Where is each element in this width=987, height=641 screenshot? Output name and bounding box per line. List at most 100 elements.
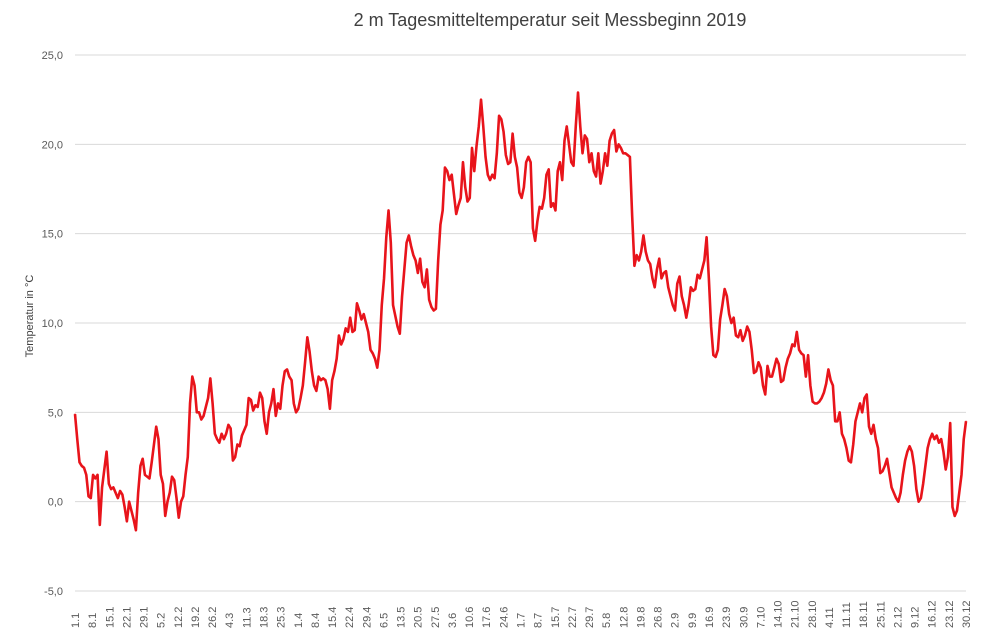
x-tick-label: 15.7 — [550, 607, 562, 628]
data-point — [701, 268, 703, 270]
data-point — [789, 352, 791, 354]
data-point — [322, 377, 324, 379]
data-point — [879, 472, 881, 474]
data-point — [263, 420, 266, 422]
data-point — [572, 165, 575, 167]
data-point — [92, 474, 94, 476]
data-point — [175, 497, 178, 499]
data-point — [227, 424, 229, 426]
y-tick-label: 0,0 — [48, 497, 63, 509]
y-tick-label: 25,0 — [42, 50, 63, 62]
data-point — [430, 306, 432, 308]
x-tick-label: 6.5 — [378, 613, 390, 628]
data-point — [327, 388, 329, 390]
data-point — [403, 268, 405, 270]
data-point — [936, 434, 938, 437]
data-point — [94, 477, 96, 480]
data-point — [613, 129, 615, 131]
data-point — [924, 465, 927, 467]
data-point — [381, 304, 383, 306]
data-point — [286, 368, 288, 371]
data-point — [940, 438, 942, 440]
data-point — [207, 397, 209, 399]
data-point — [439, 224, 442, 226]
data-point — [324, 379, 326, 381]
data-point — [442, 209, 444, 212]
data-point — [130, 510, 132, 512]
data-point — [383, 277, 385, 279]
x-tick-label: 22.7 — [567, 607, 579, 628]
x-tick-label: 29.4 — [361, 607, 373, 628]
data-point — [290, 379, 293, 381]
data-point — [507, 163, 509, 165]
data-point — [665, 270, 667, 272]
data-point — [108, 483, 110, 485]
data-point — [421, 281, 423, 283]
data-point — [509, 161, 511, 163]
data-point — [658, 258, 660, 260]
data-point — [717, 349, 719, 351]
data-point — [949, 422, 951, 424]
data-point — [448, 179, 451, 181]
data-point — [417, 272, 419, 274]
data-point — [839, 411, 841, 413]
x-tick-label: 16.12 — [927, 600, 939, 628]
data-point — [399, 333, 401, 335]
data-point — [886, 458, 888, 460]
data-point — [390, 242, 392, 244]
data-point — [521, 197, 523, 199]
data-point — [396, 325, 399, 328]
data-point — [248, 397, 250, 399]
data-point — [293, 402, 295, 404]
data-point — [347, 331, 349, 333]
x-tick-labels: 1.1 8.1 15.1 22.1 29.1 5.2 12.2 19.2 26.2 4.3 11.3… — [70, 600, 973, 628]
data-point — [112, 486, 114, 488]
data-point — [881, 470, 884, 472]
data-point — [412, 254, 414, 256]
data-point — [466, 200, 469, 203]
data-point — [532, 227, 534, 229]
data-point — [119, 490, 121, 492]
data-point — [942, 451, 945, 453]
x-tick-label: 13.5 — [396, 607, 408, 628]
data-point — [568, 143, 570, 145]
data-point — [164, 515, 166, 517]
data-point — [548, 168, 550, 170]
data-point — [843, 438, 845, 440]
data-point — [214, 433, 216, 435]
x-tick-label: 26.2 — [207, 607, 219, 628]
data-point — [392, 304, 394, 306]
data-point — [660, 277, 663, 279]
data-point — [433, 309, 435, 312]
data-point — [539, 206, 541, 208]
data-point — [101, 486, 103, 488]
data-point — [780, 381, 782, 383]
data-point — [929, 438, 931, 440]
y-tick-label: -5,0 — [44, 586, 63, 598]
data-point — [816, 402, 818, 404]
data-point — [884, 465, 886, 467]
data-point — [173, 479, 175, 481]
data-point — [920, 497, 922, 499]
data-point — [135, 529, 137, 531]
data-point — [144, 474, 146, 476]
data-point — [288, 376, 290, 378]
data-point — [139, 465, 142, 467]
data-point — [868, 426, 870, 428]
data-point — [712, 354, 714, 356]
data-point — [771, 376, 773, 378]
data-point — [415, 259, 417, 262]
data-point — [428, 299, 430, 301]
data-point — [124, 506, 126, 508]
data-point — [155, 426, 157, 428]
x-tick-label: 25.11 — [875, 601, 887, 628]
data-point — [681, 295, 683, 297]
data-point — [354, 329, 356, 331]
data-point — [360, 318, 363, 321]
data-point — [212, 402, 214, 404]
data-point — [311, 370, 313, 372]
x-tick-label: 8.1 — [87, 613, 99, 628]
data-point — [469, 197, 471, 199]
data-point — [259, 392, 261, 394]
data-point — [536, 220, 539, 222]
